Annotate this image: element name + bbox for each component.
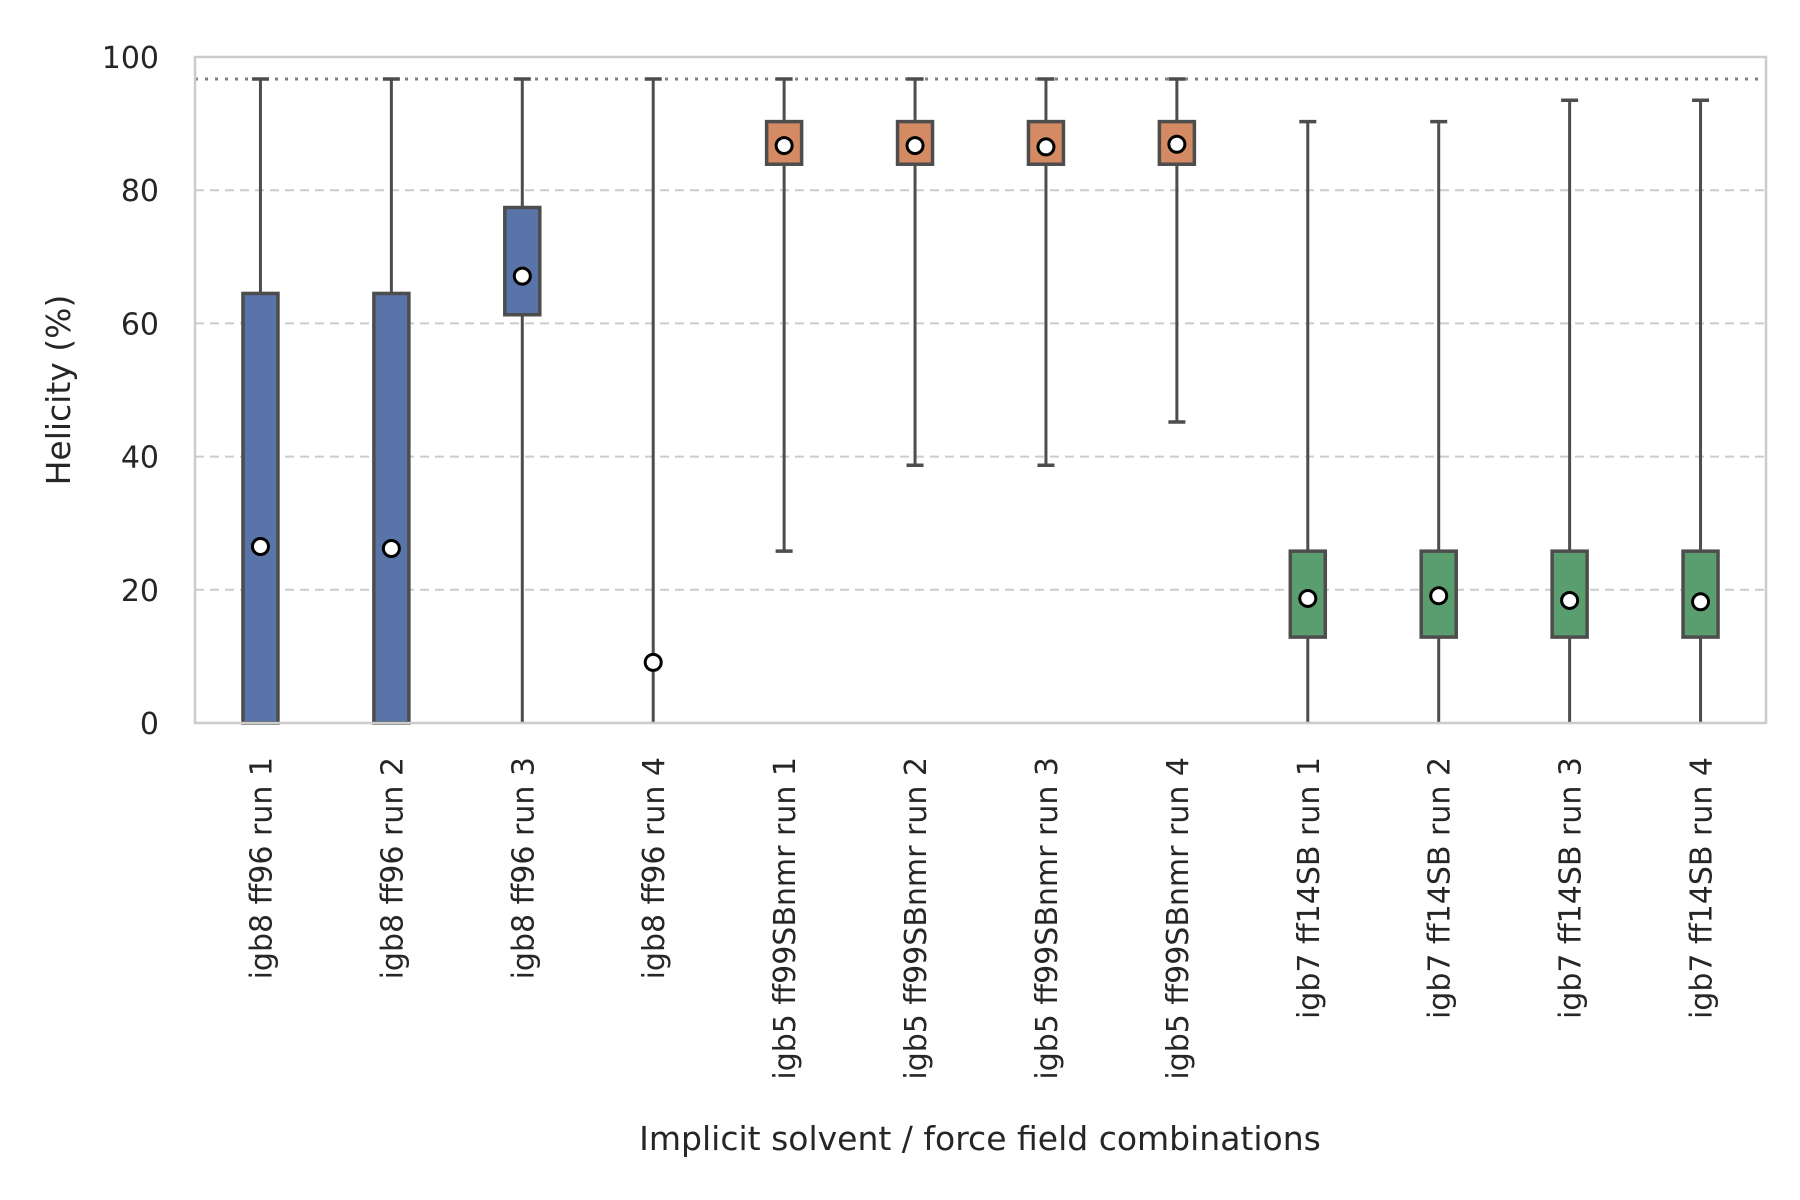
x-tick-label: igb8 ff96 run 4 [637,757,672,979]
box-item [1288,119,1328,723]
gridlines [195,189,1766,591]
mean-marker [774,136,794,156]
iqr-box [503,205,542,317]
y-axis-title: Helicity (%) [39,295,78,486]
iqr-box [241,291,280,725]
mean-marker [1298,588,1318,608]
y-axis-ticks: 0 20 40 60 80 100 [102,41,159,742]
iqr-box [1550,549,1589,639]
plot-frame [193,55,1768,725]
x-axis-title: Implicit solvent / force field combinati… [639,1119,1321,1158]
box-item [1419,119,1458,723]
x-tick-label: igb5 ff99SBnmr run 2 [899,757,934,1080]
x-tick-label: igb5 ff99SBnmr run 3 [1030,757,1065,1080]
y-tick-label: 80 [121,174,159,209]
x-axis-ticks: igb8 ff96 run 1 igb8 ff96 run 2 igb8 ff96 … [244,757,1719,1080]
box-item [241,77,280,725]
box-item [503,77,542,723]
x-tick-label: igb8 ff96 run 1 [244,757,279,979]
box-item [1157,77,1197,424]
x-tick-label: igb7 ff14SB run 1 [1292,757,1327,1019]
mean-marker [905,136,925,156]
mean-marker [1429,586,1449,606]
box-item [764,77,804,553]
y-tick-label: 100 [102,41,159,76]
x-tick-label: igb5 ff99SBnmr run 1 [768,757,803,1080]
mean-marker [1036,137,1056,157]
mean-marker [1167,134,1187,154]
y-tick-label: 20 [121,574,159,609]
mean-marker [643,652,663,672]
x-tick-label: igb7 ff14SB run 4 [1685,757,1720,1019]
y-tick-label: 40 [121,441,159,476]
box-item [1550,98,1589,723]
y-tick-label: 0 [140,707,159,742]
box-series-layer [241,77,1720,725]
box-item [1681,98,1720,723]
plot-border [193,55,1768,725]
x-tick-label: igb8 ff96 run 2 [375,757,410,979]
mean-marker [512,266,532,286]
x-tick-label: igb8 ff96 run 3 [506,757,541,979]
box-item [643,77,663,723]
y-tick-label: 60 [121,307,159,342]
x-tick-label: igb5 ff99SBnmr run 4 [1161,757,1196,1080]
mean-marker [381,539,401,559]
x-tick-label: igb7 ff14SB run 3 [1554,757,1589,1019]
box-item [1026,77,1066,468]
box-item [895,77,935,468]
x-tick-label: igb7 ff14SB run 2 [1423,757,1458,1019]
box-item [372,77,411,725]
iqr-box [372,291,411,725]
mean-marker [1560,590,1580,610]
mean-marker [1691,592,1711,612]
mean-marker [250,537,270,557]
